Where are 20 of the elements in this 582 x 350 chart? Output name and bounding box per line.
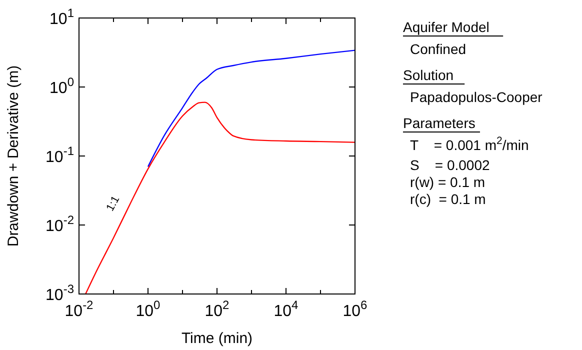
x-tick-label: 10$^{4}$ [274,298,299,320]
text: S = 0.0002 [410,157,490,173]
annotation: 1:1 [104,194,122,214]
y-axis-title: Drawdown + Derivative (m) [5,65,22,247]
x-tick-label: 10$^{2}$ [204,298,230,320]
text: r(c) = 0.1 m [410,191,486,207]
text: Papadopulos-Cooper [410,89,543,105]
x-tick-label: 10$^{6}$ [342,298,368,320]
text: T = 0.001 m$^{2}$/min [410,135,529,153]
text: Solution [403,67,454,83]
text: Parameters [403,115,476,131]
y-tick-label: 10$^{1}$ [50,6,74,28]
y-tick-label: 10$^{-2}$ [46,213,74,235]
x-tick-label: 10$^{0}$ [136,298,161,320]
y-tick-label: 10$^{0}$ [50,75,74,97]
text: r(w) = 0.1 m [410,174,486,190]
x-axis-title: Time (min) [181,330,253,347]
y-tick-label: 10$^{-1}$ [46,144,74,166]
text: Confined [410,41,466,57]
text: Aquifer Model [403,19,490,35]
